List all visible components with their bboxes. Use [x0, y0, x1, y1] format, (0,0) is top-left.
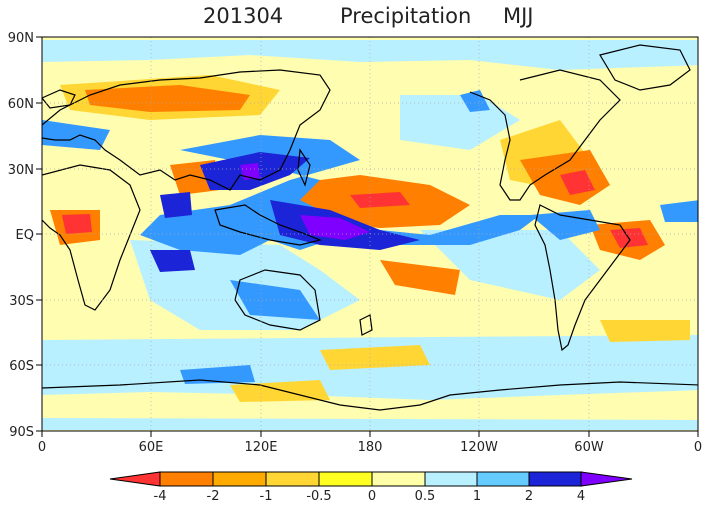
- colorbar-label-1: 1: [473, 489, 481, 504]
- colorbar-swatch-10: [528, 471, 582, 487]
- lat-label-90n: 90N: [8, 31, 34, 46]
- map-title: 201304 Precipitation MJJ: [0, 4, 712, 34]
- colorbar-label-neg4: -4: [154, 489, 167, 504]
- longitude-labels: 0 60E 120E 180 120W 60W 0: [38, 440, 702, 455]
- lat-label-90s: 90S: [9, 425, 34, 440]
- colorbar-label-neg05: -0.5: [306, 489, 331, 504]
- gridlines: [42, 37, 698, 431]
- title-season: MJJ: [503, 4, 534, 28]
- colorbar-label-neg1: -1: [260, 489, 273, 504]
- lon-label-180: 180: [358, 440, 383, 455]
- colorbar-swatch-3: [265, 471, 320, 487]
- colorbar: [109, 471, 633, 487]
- colorbar-label-4: 4: [577, 489, 585, 504]
- lon-label-60e: 60E: [139, 440, 164, 455]
- lon-label-60w: 60W: [574, 440, 604, 455]
- lat-label-60s: 60S: [9, 359, 34, 374]
- title-period: 201304: [203, 4, 284, 28]
- colorbar-labels: -4 -2 -1 -0.5 0 0.5 1 2 4: [154, 489, 586, 504]
- colorbar-swatch-7: [476, 471, 530, 487]
- lat-label-eq: EQ: [16, 228, 34, 243]
- lon-label-0-right: 0: [694, 440, 702, 455]
- anomaly-orange-regions: [50, 85, 665, 295]
- colorbar-swatch-0: [109, 471, 161, 487]
- colorbar-label-0: 0: [368, 489, 376, 504]
- lon-label-0-left: 0: [38, 440, 46, 455]
- lat-label-30n: 30N: [8, 163, 34, 178]
- anomaly-red-regions: [62, 170, 648, 248]
- colorbar-swatch-6: [424, 471, 478, 487]
- title-variable: Precipitation: [340, 4, 472, 28]
- colorbar-swatch-5: [371, 471, 426, 487]
- colorbar-swatch-4: [318, 471, 373, 487]
- axis-ticks: [36, 36, 699, 437]
- coastlines: [42, 44, 698, 411]
- colorbar-swatch-1: [159, 471, 214, 487]
- colorbar-swatch-2: [212, 471, 267, 487]
- lat-label-60n: 60N: [8, 97, 34, 112]
- colorbar-swatch-11: [580, 471, 633, 487]
- lon-label-120w: 120W: [460, 440, 498, 455]
- colorbar-label-05: 0.5: [415, 489, 436, 504]
- colorbar-label-neg2: -2: [207, 489, 220, 504]
- map-field: [42, 37, 698, 431]
- lat-label-30s: 30S: [9, 294, 34, 309]
- colorbar-label-2: 2: [525, 489, 533, 504]
- lon-label-120e: 120E: [244, 440, 277, 455]
- latitude-labels: 90N 60N 30N EQ 30S 60S 90S: [8, 31, 34, 440]
